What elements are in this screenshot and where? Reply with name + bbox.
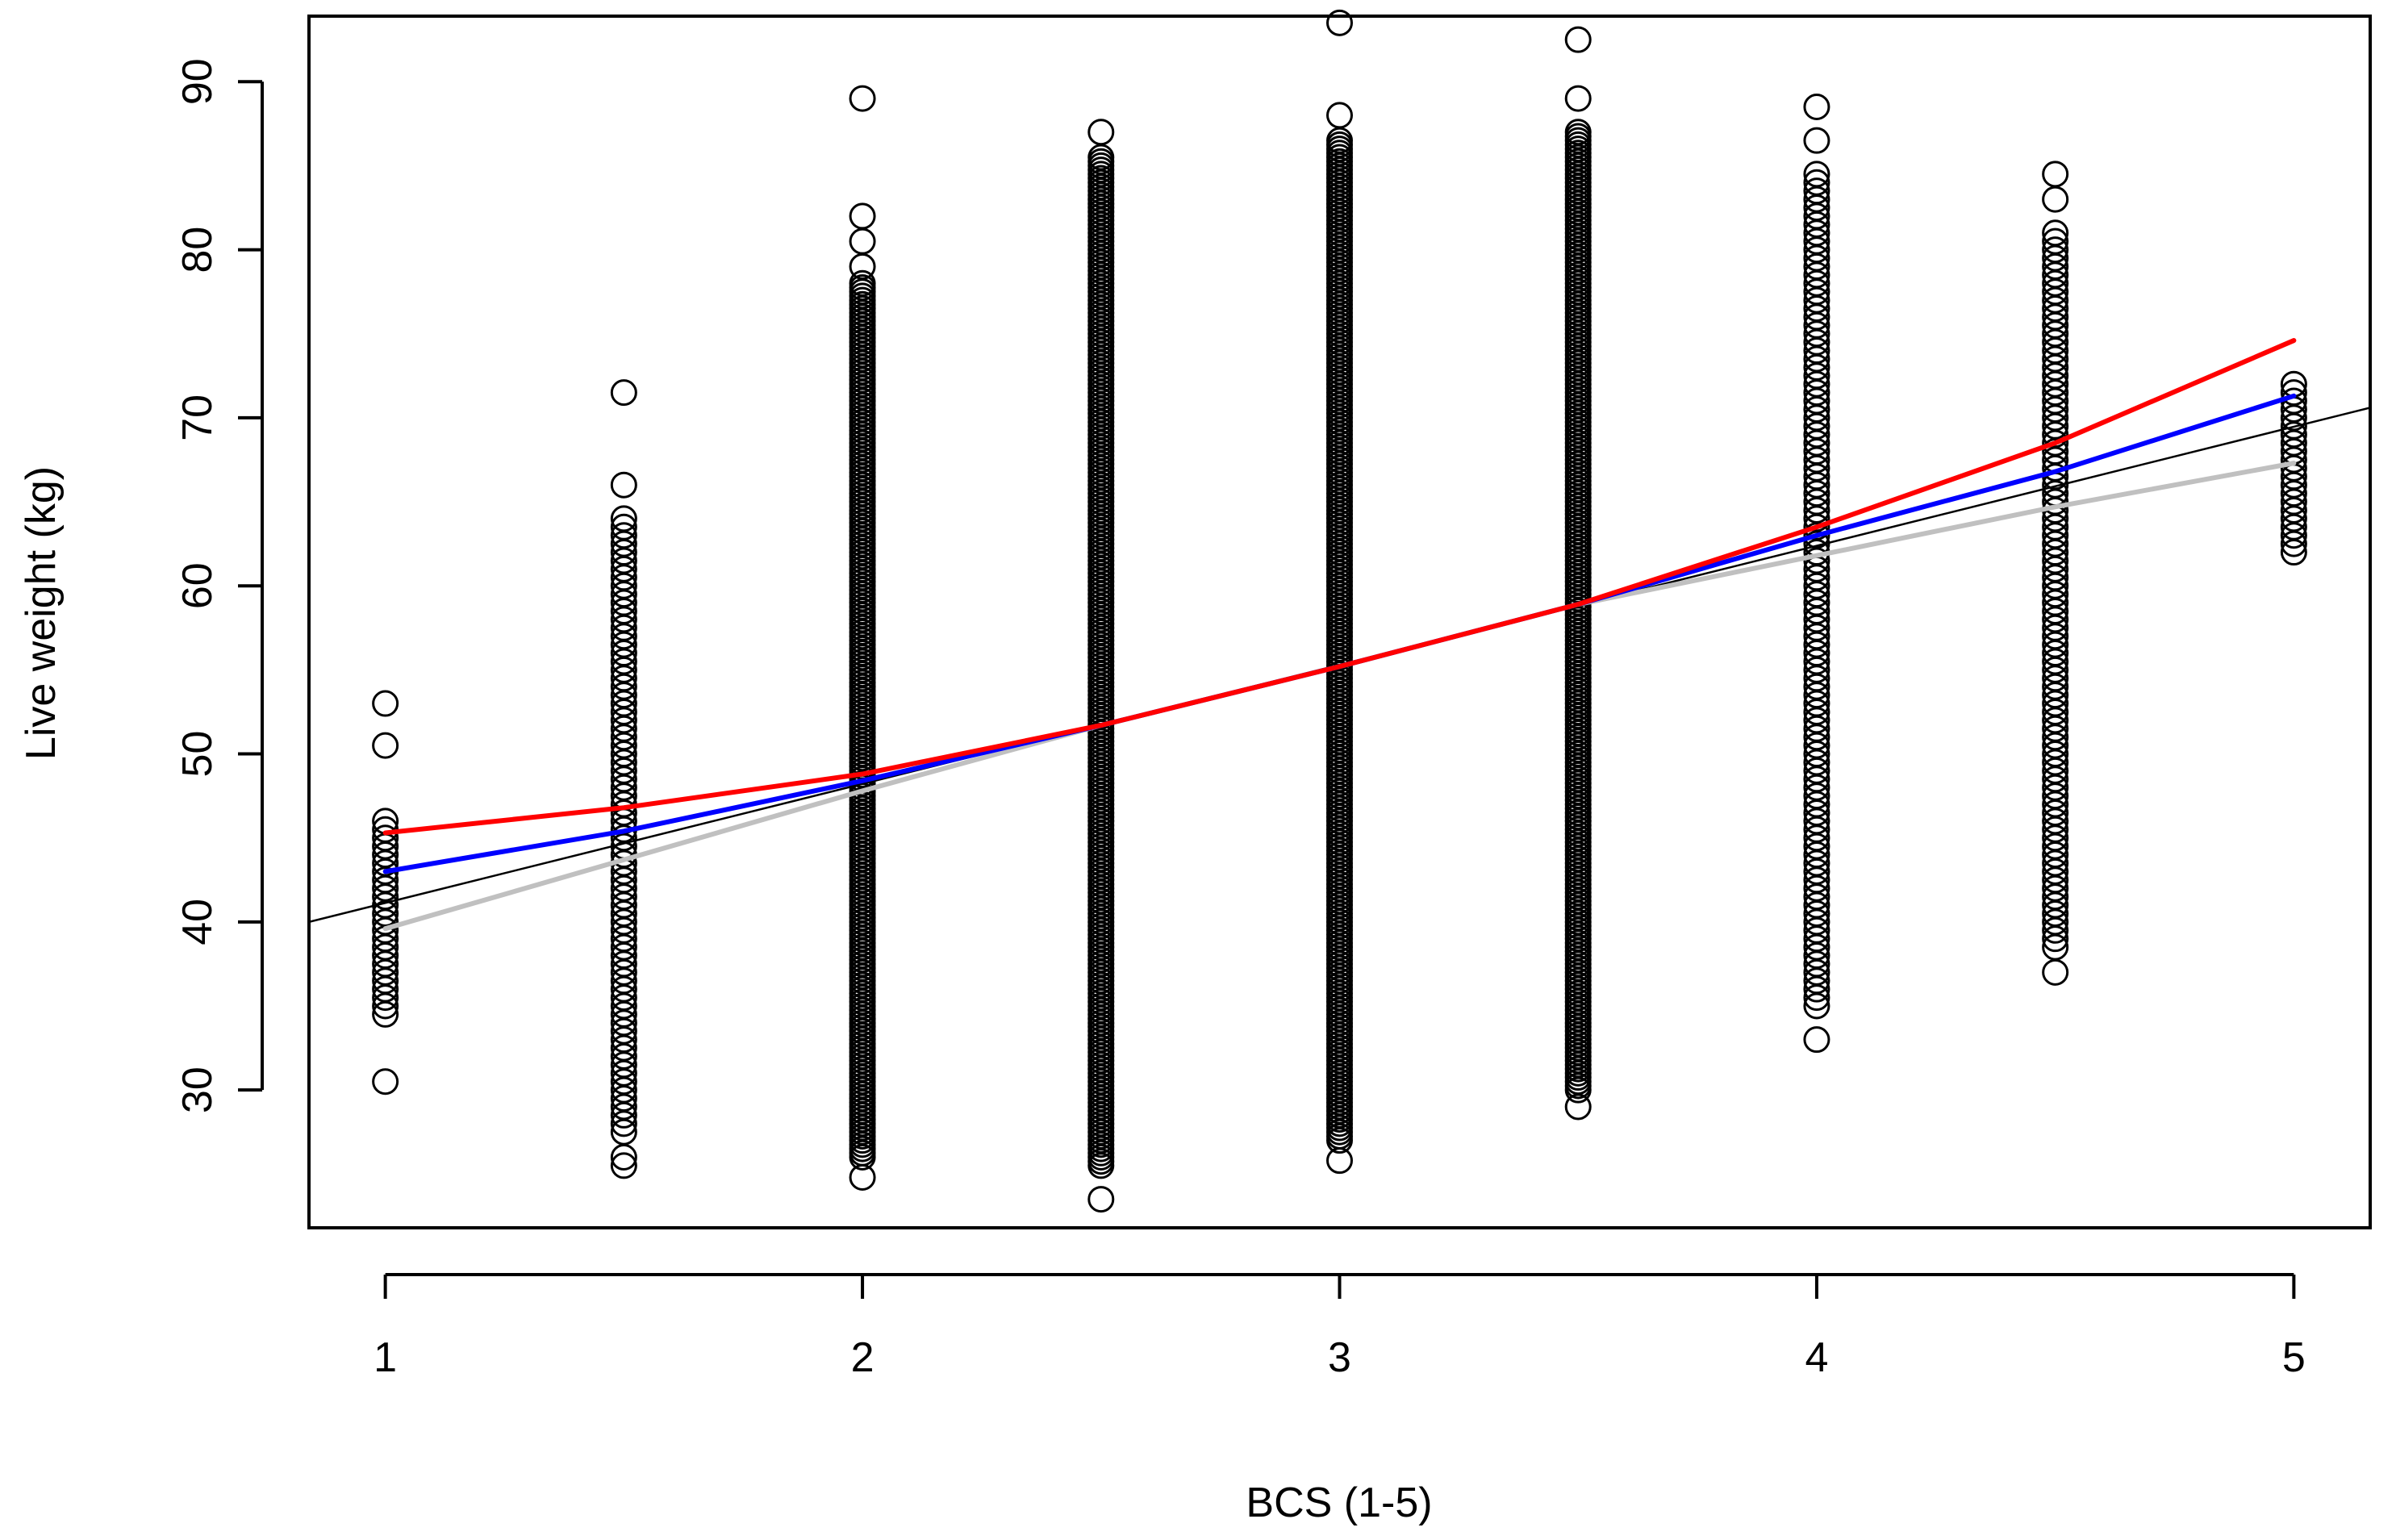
data-point	[849, 202, 876, 230]
data-point	[2042, 161, 2069, 188]
data-point	[372, 1068, 399, 1096]
x-tick-label: 3	[1328, 1334, 1351, 1381]
data-point	[1564, 26, 1592, 53]
data-point	[2042, 958, 2069, 986]
y-axis-title: Live weight (kg)	[18, 466, 65, 760]
data-point	[1803, 127, 1830, 154]
data-point	[2042, 219, 2069, 247]
x-axis: 1 2 3 4 5	[374, 1273, 2306, 1381]
data-point	[849, 269, 876, 297]
data-point	[372, 732, 399, 759]
data-point	[1803, 161, 1830, 188]
data-point	[1087, 1186, 1115, 1213]
data-point	[1087, 119, 1115, 146]
data-point	[1564, 85, 1592, 112]
data-point	[849, 85, 876, 112]
y-tick-label: 40	[174, 899, 221, 945]
data-point	[610, 522, 637, 549]
x-tick-label: 4	[1805, 1334, 1828, 1381]
y-tick-label: 50	[174, 731, 221, 778]
data-point	[2042, 227, 2069, 255]
data-point	[372, 824, 399, 852]
fit-line	[382, 338, 2297, 836]
x-axis-title: BCS (1-5)	[1246, 1479, 1432, 1526]
data-point	[2042, 186, 2069, 213]
data-point	[1564, 119, 1592, 146]
data-point	[610, 505, 637, 532]
data-point	[2280, 496, 2307, 524]
y-tick-label: 80	[174, 227, 221, 273]
x-tick-label: 2	[851, 1334, 874, 1381]
data-point	[1326, 102, 1353, 129]
data-point	[610, 379, 637, 407]
y-tick-label: 30	[174, 1066, 221, 1113]
data-point	[2042, 236, 2069, 264]
data-point	[1803, 177, 1830, 205]
data-point	[849, 227, 876, 255]
data-point	[610, 471, 637, 499]
y-tick-label: 90	[174, 58, 221, 105]
data-point	[1326, 9, 1353, 36]
y-axis: 30 40 50 60 70 80 90	[174, 58, 264, 1113]
y-tick-label: 70	[174, 394, 221, 441]
lines-layer	[307, 338, 2372, 932]
x-tick-label: 5	[2282, 1334, 2306, 1381]
points-layer	[372, 9, 2307, 1213]
data-point	[372, 874, 399, 902]
data-point	[2280, 379, 2307, 407]
data-point	[2280, 412, 2307, 440]
data-point	[1803, 169, 1830, 196]
y-tick-label: 60	[174, 562, 221, 609]
data-point	[1803, 1026, 1830, 1054]
data-point	[372, 992, 399, 1020]
data-point	[610, 1152, 637, 1179]
data-point	[1087, 144, 1115, 171]
data-point	[1326, 127, 1353, 154]
plot-frame	[307, 15, 2372, 1229]
data-point	[610, 513, 637, 540]
x-tick-label: 1	[374, 1334, 397, 1381]
data-point	[1803, 93, 1830, 120]
data-point	[372, 690, 399, 717]
